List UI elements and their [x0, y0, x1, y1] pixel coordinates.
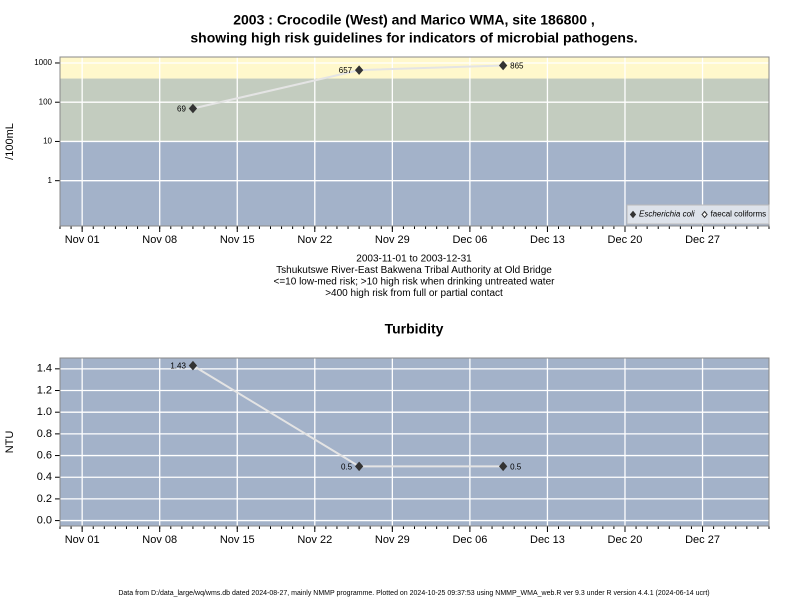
data-label: 0.5: [510, 462, 522, 471]
data-point: [188, 360, 198, 371]
x-tick-label: Nov 08: [142, 534, 177, 546]
x-tick-label: Nov 15: [220, 534, 255, 546]
x-tick-label: Nov 29: [375, 534, 410, 546]
y-tick-label: 1: [48, 176, 53, 185]
y-tick-label: 0.6: [37, 449, 52, 461]
data-point: [498, 60, 508, 71]
legend-marker: [629, 210, 637, 219]
data-point: [498, 461, 508, 472]
x-tick-label: Dec 27: [685, 534, 720, 546]
panel-title: Turbidity: [385, 321, 444, 337]
x-tick-label: Nov 29: [375, 234, 410, 246]
legend-marker: [701, 210, 708, 219]
chart-title: 2003 : Crocodile (West) and Marico WMA, …: [233, 12, 595, 28]
legend-box: [626, 204, 770, 225]
x-tick-label: Nov 15: [220, 234, 255, 246]
data-label: 69: [177, 105, 186, 114]
caption: Tshukutswe River-East Bakwena Tribal Aut…: [276, 265, 552, 276]
x-tick-label: Nov 22: [297, 234, 332, 246]
x-tick-label: Dec 13: [530, 534, 565, 546]
caption: 2003-11-01 to 2003-12-31: [356, 254, 472, 265]
y-axis-label: NTU: [4, 431, 16, 454]
data-point: [354, 461, 364, 472]
caption: >400 high risk from full or partial cont…: [325, 288, 503, 299]
y-tick-label: 100: [39, 97, 53, 106]
legend-label: faecal coliforms: [711, 210, 767, 219]
data-label: 1.43: [170, 362, 186, 371]
y-tick-label: 1.2: [37, 384, 52, 396]
y-tick-label: 1.0: [37, 406, 52, 418]
y-tick-label: 0.4: [37, 471, 52, 483]
x-tick-label: Dec 20: [608, 534, 643, 546]
x-tick-label: Nov 01: [65, 534, 100, 546]
x-tick-label: Dec 06: [452, 234, 487, 246]
legend-label: Escherichia coli: [639, 210, 695, 219]
x-tick-label: Nov 01: [65, 234, 100, 246]
y-tick-label: 0.0: [37, 514, 52, 526]
risk-band: [60, 78, 769, 142]
chart-subtitle: showing high risk guidelines for indicat…: [190, 30, 637, 46]
y-tick-label: 1000: [34, 58, 52, 67]
y-tick-label: 10: [43, 137, 52, 146]
plot-frame: [59, 357, 770, 527]
x-tick-label: Nov 08: [142, 234, 177, 246]
y-tick-label: 0.2: [37, 493, 52, 505]
x-tick-label: Dec 20: [608, 234, 643, 246]
x-tick-label: Dec 27: [685, 234, 720, 246]
footer: Data from D:/data_large/wq/wms.db dated …: [118, 590, 709, 597]
y-axis-label: /100mL: [4, 123, 16, 160]
plot-background: [60, 358, 769, 526]
data-label: 657: [339, 66, 353, 75]
caption: <=10 low-med risk; >10 high risk when dr…: [274, 277, 556, 288]
data-point: [354, 65, 364, 75]
x-tick-label: Nov 22: [297, 534, 332, 546]
x-tick-label: Dec 13: [530, 234, 565, 246]
y-tick-label: 0.8: [37, 428, 52, 440]
x-tick-label: Dec 06: [452, 534, 487, 546]
data-label: 865: [510, 62, 524, 71]
plot-frame: [59, 56, 770, 227]
data-point: [188, 103, 198, 114]
data-label: 0.5: [341, 462, 353, 471]
y-tick-label: 1.4: [37, 363, 52, 375]
